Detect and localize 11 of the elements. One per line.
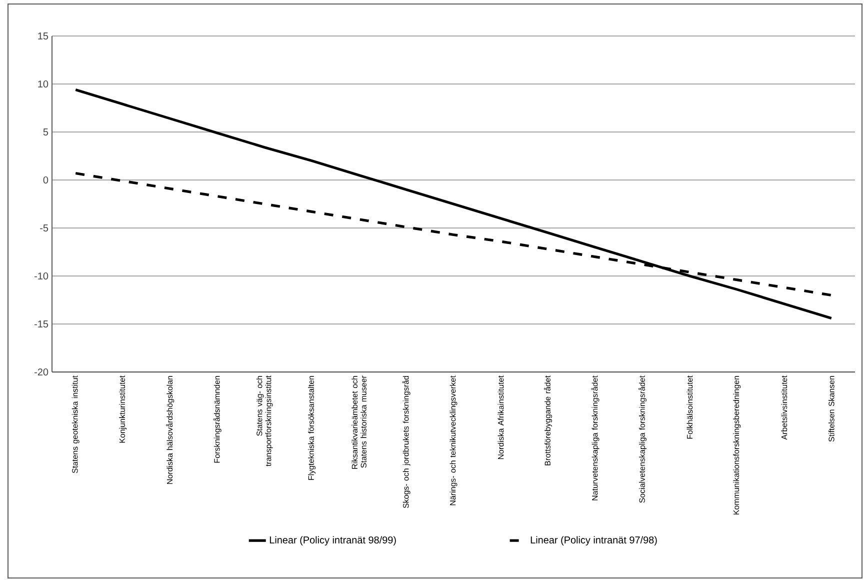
legend-label: Linear (Policy intranät 97/98) [530, 536, 657, 546]
y-tick-label: -20 [34, 368, 48, 376]
y-tick-label: -5 [40, 224, 48, 232]
y-tick-label: 15 [38, 32, 48, 40]
y-tick-label: -10 [34, 272, 48, 280]
y-tick-label: 10 [38, 80, 48, 88]
y-tick-label: 5 [43, 128, 48, 136]
y-tick-label: 0 [43, 176, 48, 184]
legend-label: Linear (Policy intranät 98/99) [270, 536, 396, 546]
line-series [74, 88, 833, 320]
y-tick-label: -15 [34, 320, 48, 328]
